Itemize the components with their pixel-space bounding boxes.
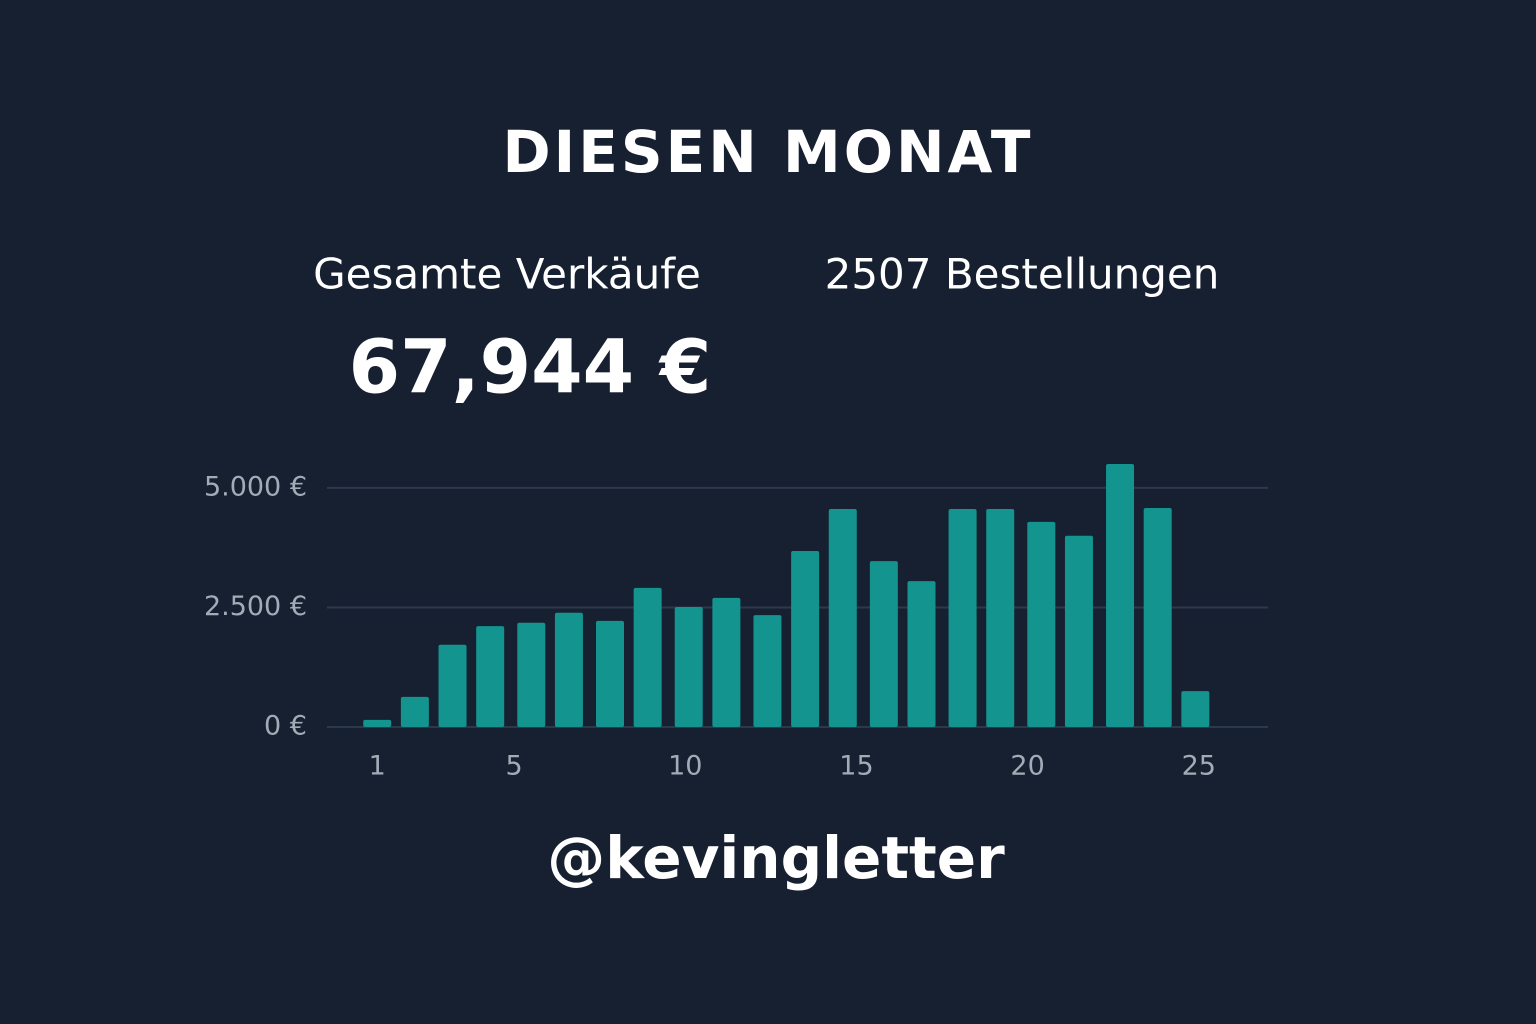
x-tick-label: 25 xyxy=(1182,751,1216,782)
bar xyxy=(791,551,820,727)
bar xyxy=(674,606,703,727)
x-tick-label: 10 xyxy=(668,751,702,782)
y-tick-label: 2.500 € xyxy=(204,591,307,622)
bar xyxy=(828,508,857,727)
handle: @kevingletter xyxy=(547,824,1005,892)
bar xyxy=(1064,535,1093,727)
bar xyxy=(753,615,782,727)
title: DIESEN MONAT xyxy=(503,118,1034,186)
bar xyxy=(554,612,583,727)
bar xyxy=(400,696,429,727)
bar xyxy=(596,620,624,727)
x-tick-label: 15 xyxy=(839,751,873,782)
bar xyxy=(907,581,936,727)
y-tick-label: 5.000 € xyxy=(204,471,307,502)
bar xyxy=(517,622,546,727)
bar xyxy=(438,644,467,727)
bar xyxy=(1027,521,1056,727)
x-tick-label: 1 xyxy=(369,751,386,782)
bar xyxy=(1181,691,1210,727)
bar xyxy=(986,508,1015,727)
sales-label: Gesamte Verkäufe xyxy=(313,250,701,299)
bar xyxy=(476,626,505,727)
bar xyxy=(1143,507,1172,727)
y-tick-label: 0 € xyxy=(264,711,307,742)
bar xyxy=(869,561,898,727)
x-tick-label: 5 xyxy=(506,751,523,782)
orders: 2507 Bestellungen xyxy=(825,250,1220,299)
bar xyxy=(633,587,662,727)
x-tick-label: 20 xyxy=(1010,751,1044,782)
bar xyxy=(948,508,977,727)
sales-value: 67,944 € xyxy=(349,325,712,411)
bar xyxy=(1106,464,1135,727)
bar xyxy=(712,597,741,727)
bar xyxy=(363,719,392,727)
